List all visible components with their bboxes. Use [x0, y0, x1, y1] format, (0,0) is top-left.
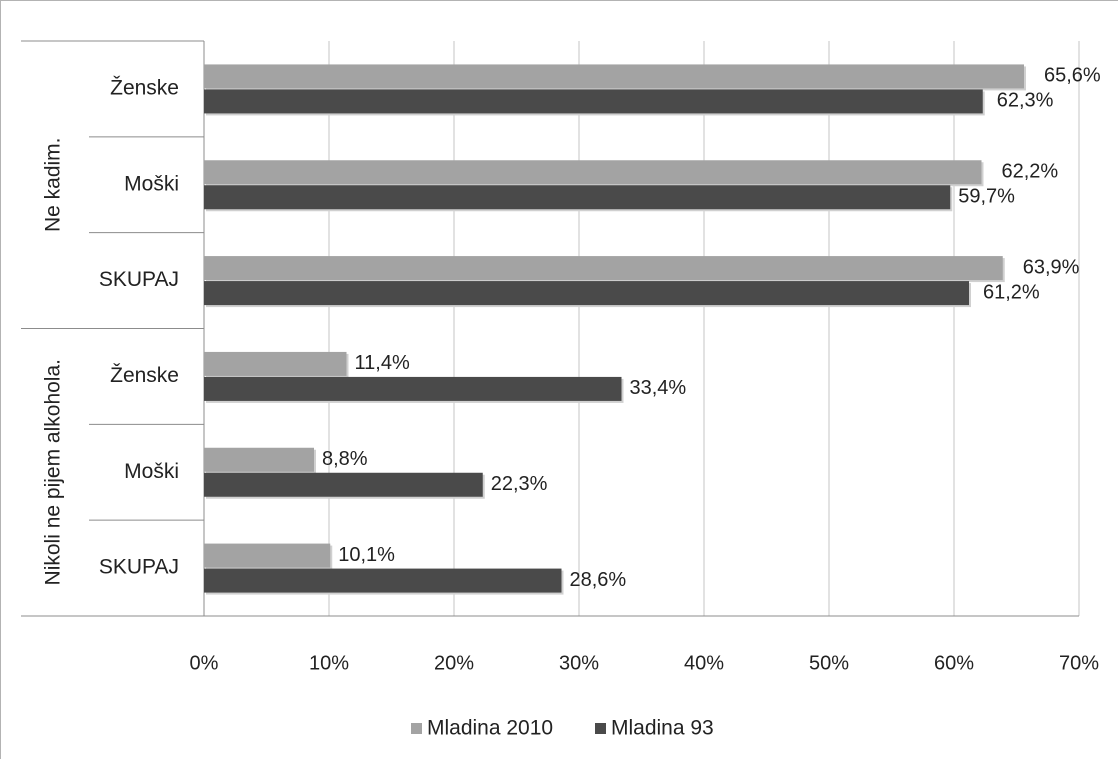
bar-mladina-2010	[204, 64, 1024, 89]
data-label: 65,6%	[1044, 65, 1101, 87]
data-label: 28,6%	[570, 569, 627, 591]
data-label: 63,9%	[1023, 256, 1080, 278]
legend-label: Mladina 2010	[427, 717, 553, 740]
data-label: 8,8%	[322, 448, 368, 470]
group-label: Nikoli ne pijem alkohola.	[42, 359, 65, 585]
legend-swatch-mladina-2010	[411, 723, 422, 734]
group-label: Ne kadim.	[42, 137, 65, 232]
x-tick-label: 60%	[934, 652, 974, 674]
category-label: Ženske	[110, 76, 179, 99]
data-label: 62,3%	[997, 90, 1054, 112]
data-label: 62,2%	[1002, 161, 1059, 183]
bar-mladina-2010	[204, 351, 347, 376]
x-tick-label: 70%	[1059, 652, 1099, 674]
category-label: SKUPAJ	[99, 268, 179, 291]
bar-mladina-2010	[204, 447, 314, 472]
bar-mladina-93	[204, 376, 622, 401]
x-tick-label: 10%	[309, 652, 349, 674]
category-label: SKUPAJ	[99, 556, 179, 579]
bar-mladina-2010	[204, 256, 1003, 281]
bar-mladina-93	[204, 89, 983, 114]
data-label: 61,2%	[983, 281, 1040, 303]
x-tick-label: 20%	[434, 652, 474, 674]
category-label: Moški	[124, 172, 179, 195]
bar-mladina-2010	[204, 543, 331, 568]
data-label: 33,4%	[630, 377, 687, 399]
data-label: 10,1%	[338, 544, 395, 566]
x-tick-label: 40%	[684, 652, 724, 674]
x-tick-label: 0%	[190, 652, 219, 674]
x-tick-label: 50%	[809, 652, 849, 674]
bar-mladina-93	[204, 472, 483, 497]
category-label: Ženske	[110, 364, 179, 387]
bar-mladina-93	[204, 185, 951, 210]
bar-mladina-93	[204, 281, 969, 306]
bar-mladina-2010	[204, 160, 982, 185]
bar-mladina-93	[204, 568, 562, 593]
data-label: 22,3%	[491, 473, 548, 495]
legend-label: Mladina 93	[611, 717, 714, 740]
x-tick-label: 30%	[559, 652, 599, 674]
legend-swatch-mladina-93	[595, 723, 606, 734]
data-label: 11,4%	[355, 352, 410, 374]
category-label: Moški	[124, 460, 179, 483]
data-label: 59,7%	[958, 186, 1015, 208]
